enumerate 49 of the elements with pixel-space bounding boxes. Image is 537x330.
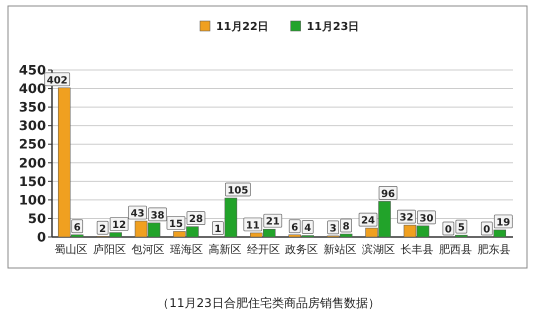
y-tick-label: 350 <box>18 100 46 116</box>
data-label: 43 <box>130 208 145 220</box>
x-tick-label: 肥西县 <box>438 243 472 256</box>
y-tick-label: 250 <box>18 138 46 153</box>
y-tick-label: 50 <box>28 212 46 227</box>
x-tick-label: 包河区 <box>132 243 165 256</box>
data-label: 2 <box>99 224 106 235</box>
data-label: 24 <box>361 216 376 227</box>
x-tick-label: 肥东县 <box>477 243 510 256</box>
data-label: 6 <box>291 222 298 234</box>
data-label: 6 <box>74 222 81 234</box>
data-label: 8 <box>342 222 350 233</box>
data-label: 19 <box>496 217 510 228</box>
x-tick-label: 新站区 <box>324 243 357 256</box>
y-tick-label: 150 <box>18 174 46 190</box>
y-tick-label: 300 <box>18 119 46 134</box>
x-tick-label: 政务区 <box>285 243 318 256</box>
legend-label: 11月23日 <box>306 20 360 33</box>
data-label: 15 <box>168 218 183 230</box>
data-label: 4 <box>304 223 312 234</box>
data-label: 96 <box>381 188 396 200</box>
data-label: 11 <box>246 220 260 232</box>
x-tick-label: 经开区 <box>246 243 280 256</box>
data-label: 402 <box>46 75 68 86</box>
y-tick-label: 200 <box>18 156 46 172</box>
data-label: 32 <box>399 212 414 224</box>
x-tick-label: 高新区 <box>208 243 242 256</box>
legend-label: 11月22日 <box>216 20 269 33</box>
data-label: 12 <box>112 220 126 232</box>
data-label: 5 <box>458 222 465 234</box>
data-label: 21 <box>266 216 280 228</box>
y-tick-label: 100 <box>18 193 46 208</box>
data-label: 1 <box>214 224 222 236</box>
x-tick-label: 瑶海区 <box>170 243 203 256</box>
y-tick-label: 0 <box>36 230 46 246</box>
x-tick-label: 庐阳区 <box>93 243 126 256</box>
data-label: 3 <box>330 223 337 234</box>
y-tick-label: 450 <box>18 64 46 78</box>
x-tick-label: 滨湖区 <box>362 243 396 256</box>
data-label: 38 <box>150 210 165 222</box>
data-label: 28 <box>188 214 203 226</box>
x-tick-label: 长丰县 <box>400 243 434 256</box>
data-label: 0 <box>483 224 490 236</box>
x-tick-label: 蜀山区 <box>54 243 88 256</box>
data-label: 105 <box>227 186 248 197</box>
y-tick-label: 400 <box>18 82 46 98</box>
data-label: 0 <box>444 224 452 236</box>
text: （11月23日合肥住宅类商品房销售数据） <box>157 296 380 310</box>
data-label: 30 <box>419 213 434 224</box>
